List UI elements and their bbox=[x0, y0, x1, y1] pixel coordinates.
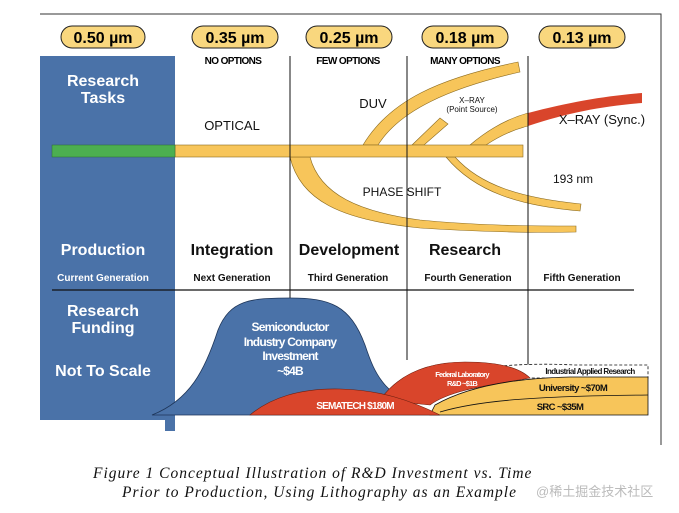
xray-point-label: X–RAY bbox=[459, 96, 485, 105]
university-label: University ~$70M bbox=[539, 383, 608, 394]
phase-dividers bbox=[289, 56, 529, 368]
industry-label: Industry Company bbox=[244, 335, 338, 349]
duv-branch bbox=[362, 61, 521, 146]
industry-value: ~$4B bbox=[277, 364, 304, 378]
options-label: FEW OPTIONS bbox=[316, 56, 380, 67]
industry-label: Investment bbox=[262, 349, 318, 363]
caption-line-2: Prior to Production, Using Lithography a… bbox=[121, 484, 517, 501]
optical-label: OPTICAL bbox=[204, 118, 260, 133]
frame bbox=[40, 13, 662, 445]
generation-label: Third Generation bbox=[308, 273, 389, 284]
research-funding-label: Research bbox=[67, 303, 139, 320]
sematech-area bbox=[249, 388, 441, 416]
node-label: 0.25 µm bbox=[319, 30, 378, 47]
xray-point-branch bbox=[411, 117, 449, 146]
src-label: SRC ~$35M bbox=[537, 402, 584, 413]
sematech-label: SEMATECH $180M bbox=[316, 401, 394, 412]
federal-value: R&D ~$1B bbox=[447, 379, 478, 388]
generation-label: Next Generation bbox=[193, 273, 270, 284]
node-label: 0.50 µm bbox=[73, 30, 132, 47]
industry-investment-area bbox=[151, 297, 441, 416]
phase-label: Development bbox=[299, 242, 400, 259]
generation-label: Fourth Generation bbox=[424, 273, 511, 284]
nm193-label: 193 nm bbox=[553, 172, 593, 186]
xray-sync-red-branch bbox=[528, 93, 642, 126]
not-to-scale-label: Not To Scale bbox=[55, 363, 151, 380]
phase-shift-branch bbox=[289, 156, 577, 233]
industrial-applied-label: Industrial Applied Research bbox=[545, 367, 635, 376]
node-pills: 0.50 µm 0.35 µm 0.25 µm 0.18 µm 0.13 µm bbox=[60, 25, 626, 49]
federal-label: Federal Laboratory bbox=[435, 370, 490, 379]
nm193-branch bbox=[445, 156, 582, 212]
current-generation-label: Current Generation bbox=[57, 273, 149, 284]
phase-shift-label: PHASE SHIFT bbox=[363, 185, 442, 199]
research-tasks-label: Research bbox=[67, 73, 139, 90]
xray-point-source-label: (Point Source) bbox=[446, 105, 497, 114]
university-area bbox=[429, 376, 649, 416]
node-label: 0.13 µm bbox=[552, 30, 611, 47]
xray-sync-branch bbox=[469, 112, 529, 146]
current-tech-bar bbox=[51, 144, 176, 158]
src-divider bbox=[439, 394, 649, 413]
watermark: @稀土掘金技术社区 bbox=[536, 484, 653, 499]
xray-sync-label: X–RAY (Sync.) bbox=[559, 112, 645, 127]
research-funding-label: Funding bbox=[71, 320, 134, 337]
federal-lab-area bbox=[379, 361, 531, 406]
phase-label: Integration bbox=[191, 242, 274, 259]
caption-line-1: Figure 1 Conceptual Illustration of R&D … bbox=[92, 465, 532, 482]
technology-branches bbox=[174, 61, 582, 233]
generation-label: Fifth Generation bbox=[543, 273, 620, 284]
industry-label: Semiconductor bbox=[252, 320, 330, 334]
optical-bar bbox=[174, 144, 524, 158]
node-label: 0.35 µm bbox=[205, 30, 264, 47]
node-label: 0.18 µm bbox=[435, 30, 494, 47]
phase-label: Research bbox=[429, 242, 501, 259]
duv-label: DUV bbox=[359, 96, 387, 111]
options-label: MANY OPTIONS bbox=[430, 56, 501, 67]
production-label: Production bbox=[61, 242, 145, 259]
options-label: NO OPTIONS bbox=[205, 56, 263, 67]
research-tasks-label: Tasks bbox=[81, 90, 125, 107]
